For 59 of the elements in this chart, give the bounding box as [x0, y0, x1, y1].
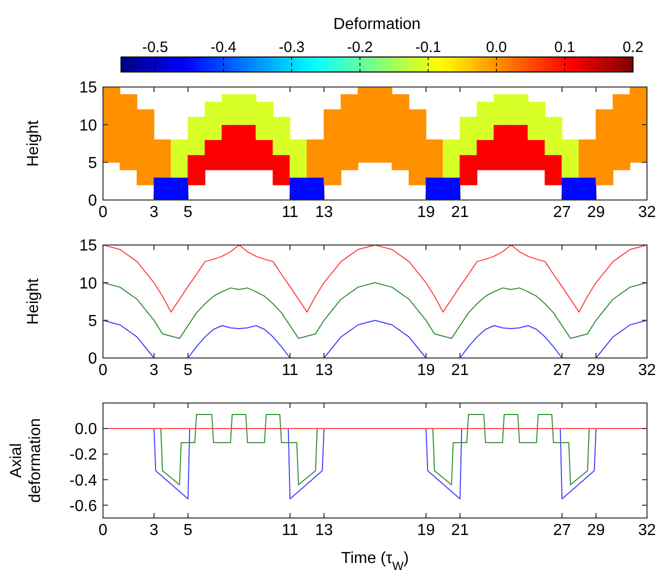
y-axis-title: Height [25, 120, 42, 167]
y-tick-label: 10 [79, 275, 98, 292]
x-tick-label: 11 [282, 522, 298, 539]
x-tick-label: 32 [638, 362, 656, 379]
y-tick-label: 10 [79, 117, 98, 134]
x-axis-title: Time (τ$_{W}$) [341, 550, 409, 570]
x-tick-label: 3 [150, 204, 159, 221]
x-tick-label: 21 [451, 204, 469, 221]
x-tick-label: 19 [417, 362, 435, 379]
x-tick-label: 27 [553, 204, 571, 221]
line-series [432, 414, 590, 486]
x-tick-label: 13 [315, 362, 333, 379]
x-tick-label: 21 [451, 362, 469, 379]
color-bar-label: 0.1 [554, 39, 576, 56]
color-bar-label: 0.0 [486, 39, 507, 56]
x-tick-label: 3 [150, 362, 159, 379]
color-bar-label: -0.4 [210, 39, 236, 56]
x-tick-label: 27 [553, 522, 571, 539]
line-series [102, 282, 648, 339]
y-tick-label: 0 [88, 192, 98, 210]
y-tick-label: -0.2 [69, 446, 98, 464]
y-tick-label: 15 [79, 238, 98, 255]
y-tick-label: 0 [88, 350, 98, 368]
x-tick-label: 11 [282, 362, 298, 379]
x-tick-label: 0 [98, 362, 108, 379]
color-bar-label: -0.2 [347, 39, 373, 56]
y-axis-title: Height [25, 278, 42, 325]
x-tick-label: 32 [638, 522, 656, 539]
x-tick-label: 29 [587, 522, 605, 539]
x-tick-label: 29 [587, 362, 605, 379]
y-tick-label: 5 [88, 312, 98, 330]
x-tick-label: 0 [98, 522, 108, 539]
x-tick-label: 5 [184, 522, 193, 539]
x-tick-label: 21 [451, 522, 469, 539]
x-tick-label: 29 [587, 204, 605, 221]
x-tick-label: 5 [184, 204, 193, 221]
x-tick-label: 0 [98, 204, 108, 221]
y-tick-label: 15 [79, 80, 98, 97]
y-tick-label: 0.0 [74, 421, 98, 438]
x-tick-label: 27 [553, 362, 571, 379]
color-bar-label: -0.5 [142, 39, 168, 56]
x-tick-label: 11 [282, 204, 298, 221]
x-tick-label: 3 [150, 522, 159, 539]
y-axis-title: Axial deformation [8, 418, 44, 503]
color-bar-label: -0.3 [278, 39, 305, 56]
x-tick-label: 32 [638, 204, 656, 221]
color-bar-label: 0.2 [622, 39, 644, 56]
y-tick-label: -0.6 [69, 498, 98, 515]
x-tick-label: 13 [315, 204, 333, 221]
line-series [102, 244, 648, 313]
y-tick-label: 5 [88, 154, 98, 172]
color-bar-title: Deformation [333, 16, 421, 33]
line-series [160, 414, 318, 486]
y-tick-label: -0.4 [69, 472, 98, 490]
x-tick-label: 19 [417, 204, 435, 221]
x-tick-label: 5 [184, 362, 193, 379]
x-tick-label: 19 [417, 522, 435, 539]
x-tick-label: 13 [315, 522, 333, 539]
color-bar-label: -0.1 [415, 39, 442, 56]
